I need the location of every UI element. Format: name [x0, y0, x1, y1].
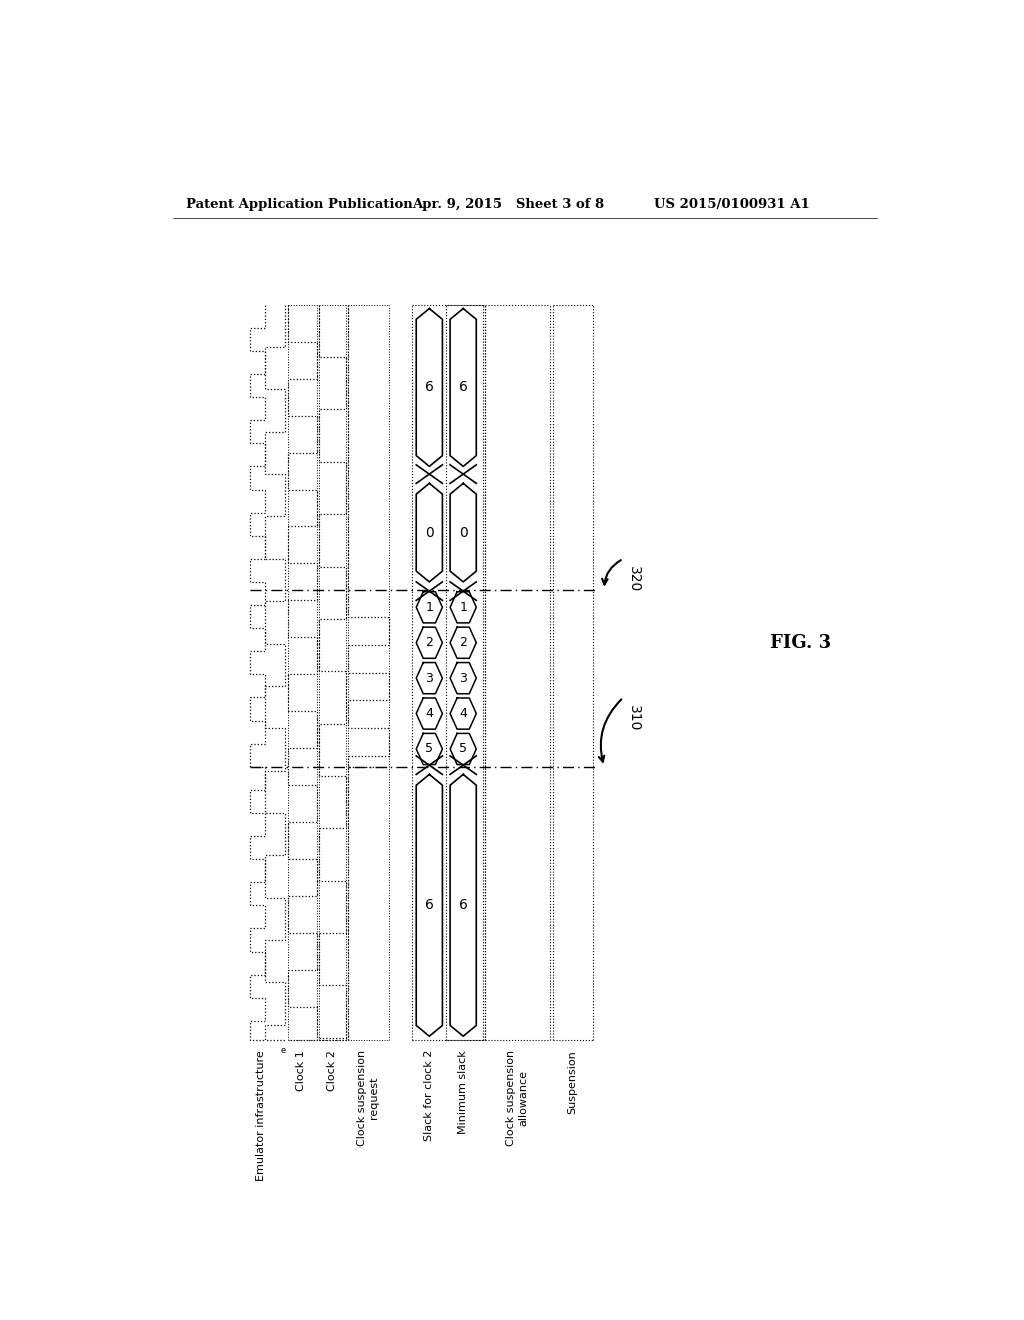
Text: Emulator infrastructure: Emulator infrastructure: [256, 1051, 266, 1181]
Text: Slack for clock 2: Slack for clock 2: [424, 1051, 434, 1142]
Text: 0: 0: [425, 525, 434, 540]
Text: Clock 1: Clock 1: [297, 1051, 306, 1090]
Text: 4: 4: [425, 708, 433, 721]
Text: 320: 320: [628, 566, 641, 593]
Text: Clock suspension
allowance: Clock suspension allowance: [506, 1051, 528, 1146]
Text: Clock suspension
request: Clock suspension request: [357, 1051, 379, 1146]
Text: 5: 5: [425, 742, 433, 755]
Text: e: e: [281, 1047, 286, 1055]
Text: 6: 6: [425, 899, 434, 912]
Text: 6: 6: [459, 899, 468, 912]
Text: 2: 2: [459, 636, 467, 649]
Text: Patent Application Publication: Patent Application Publication: [186, 198, 413, 211]
Text: Minimum slack: Minimum slack: [458, 1051, 468, 1134]
Text: 0: 0: [459, 525, 468, 540]
Text: FIG. 3: FIG. 3: [770, 635, 831, 652]
Text: 310: 310: [628, 705, 641, 731]
Text: 3: 3: [425, 672, 433, 685]
Text: Suspension: Suspension: [566, 1051, 577, 1114]
Text: 4: 4: [459, 708, 467, 721]
Text: 6: 6: [459, 380, 468, 395]
Text: 6: 6: [425, 380, 434, 395]
Text: 2: 2: [425, 636, 433, 649]
Text: 1: 1: [459, 601, 467, 614]
Text: US 2015/0100931 A1: US 2015/0100931 A1: [654, 198, 810, 211]
Text: 1: 1: [425, 601, 433, 614]
Text: 3: 3: [459, 672, 467, 685]
Text: Apr. 9, 2015   Sheet 3 of 8: Apr. 9, 2015 Sheet 3 of 8: [412, 198, 604, 211]
Text: Clock 2: Clock 2: [328, 1051, 337, 1090]
Text: 5: 5: [459, 742, 467, 755]
